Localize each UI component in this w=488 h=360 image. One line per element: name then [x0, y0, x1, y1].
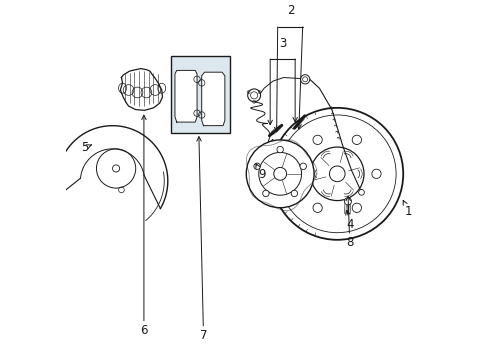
- Circle shape: [312, 203, 322, 212]
- Text: 2: 2: [286, 4, 294, 17]
- Circle shape: [329, 166, 345, 182]
- Circle shape: [358, 189, 364, 195]
- Circle shape: [351, 135, 361, 144]
- Text: 9: 9: [255, 164, 265, 181]
- Circle shape: [246, 140, 313, 208]
- Circle shape: [351, 203, 361, 212]
- Text: 1: 1: [402, 201, 411, 218]
- Polygon shape: [201, 72, 224, 126]
- Text: 6: 6: [140, 115, 147, 337]
- Circle shape: [262, 190, 268, 197]
- Circle shape: [300, 163, 306, 170]
- Circle shape: [344, 198, 351, 205]
- Circle shape: [293, 169, 302, 179]
- Circle shape: [253, 163, 260, 170]
- Circle shape: [276, 147, 283, 153]
- Text: 8: 8: [346, 196, 353, 249]
- Circle shape: [271, 108, 403, 240]
- Circle shape: [371, 169, 380, 179]
- Polygon shape: [120, 69, 162, 110]
- Circle shape: [310, 147, 363, 201]
- Text: 3: 3: [279, 37, 286, 50]
- Polygon shape: [175, 70, 197, 122]
- Circle shape: [300, 75, 309, 84]
- Circle shape: [312, 135, 322, 144]
- Circle shape: [247, 89, 260, 102]
- Text: 4: 4: [345, 210, 353, 231]
- Bar: [171, 56, 230, 133]
- Text: 5: 5: [81, 141, 91, 154]
- Circle shape: [273, 167, 286, 180]
- Circle shape: [291, 190, 297, 197]
- Text: 7: 7: [196, 137, 207, 342]
